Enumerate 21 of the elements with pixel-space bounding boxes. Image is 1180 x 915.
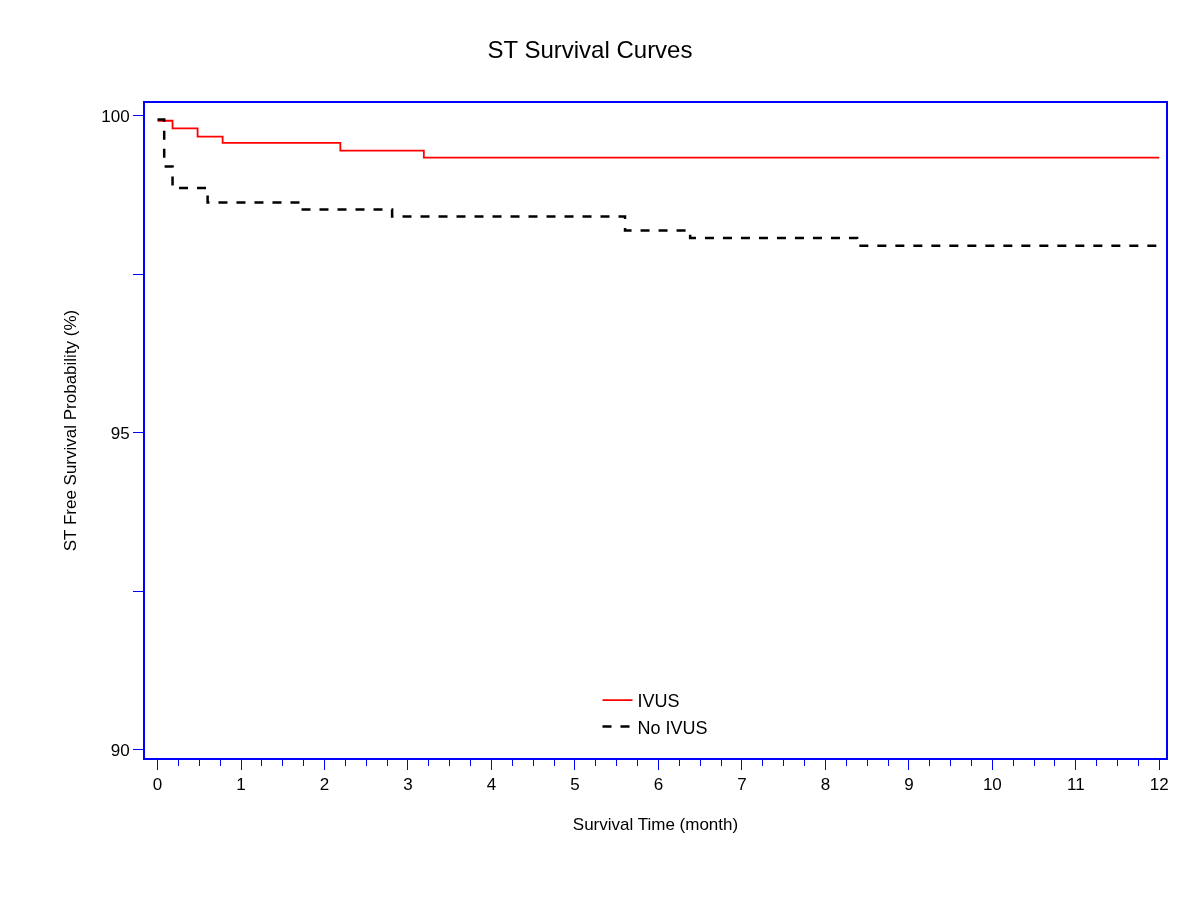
x-tick-label: 7 [737,775,747,795]
chart-title: ST Survival Curves [487,35,693,63]
legend-label: No IVUS [637,717,708,738]
x-tick-label: 2 [319,775,330,795]
x-tick-label: 9 [904,775,914,795]
y-axis-title: ST Free Survival Probability (%) [61,309,81,552]
x-tick-label: 6 [653,775,664,795]
x-tick-label: 12 [1149,775,1169,795]
x-tick-label: 11 [1067,775,1085,795]
y-tick-label: 90 [110,740,130,760]
y-tick-label: 100 [101,106,130,126]
legend-label: IVUS [637,691,680,712]
x-tick-label: 1 [236,775,246,795]
y-tick-label: 95 [110,423,130,443]
x-tick-label: 3 [403,775,413,795]
x-tick-label: 10 [982,775,1002,795]
x-tick-label: 8 [820,775,831,795]
x-tick-label: 0 [152,775,163,795]
x-axis-title: Survival Time (month) [572,815,739,835]
x-tick-label: 4 [486,775,497,795]
x-tick-label: 5 [570,775,580,795]
